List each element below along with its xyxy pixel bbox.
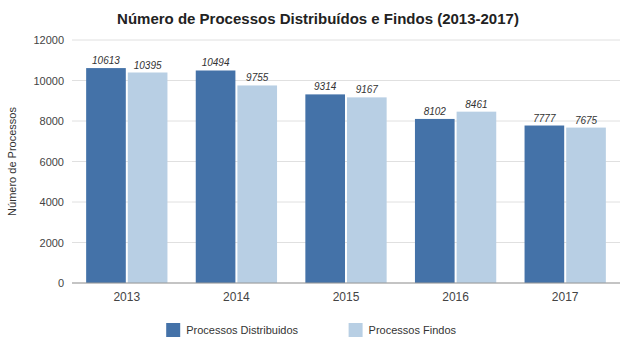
data-label: 7777 [533, 113, 556, 124]
chart-container: Número de Processos Distribuídos e Findo… [0, 0, 636, 355]
data-label: 9755 [246, 72, 269, 83]
bar [128, 73, 168, 283]
bar [237, 85, 277, 283]
data-label: 9314 [314, 81, 337, 92]
bar [196, 70, 236, 283]
y-tick-label: 4000 [40, 196, 64, 208]
y-tick-label: 8000 [40, 115, 64, 127]
data-label: 8102 [424, 106, 447, 117]
y-tick-label: 12000 [33, 34, 64, 46]
bar [86, 68, 126, 283]
grid [72, 40, 620, 283]
x-tick-label: 2014 [223, 290, 250, 304]
data-label: 8461 [465, 99, 487, 110]
data-label: 10494 [202, 57, 230, 68]
y-tick-label: 6000 [40, 156, 64, 168]
grid-line [72, 40, 620, 41]
x-axis-line [72, 283, 620, 284]
y-tick-label: 10000 [33, 75, 64, 87]
grid-line [72, 283, 620, 284]
bar [415, 119, 455, 283]
data-label: 9167 [356, 84, 379, 95]
legend-label: Processos Distribuidos [186, 324, 298, 336]
data-label: 10613 [92, 55, 120, 66]
x-tick-label: 2013 [113, 290, 140, 304]
data-labels: 10613 10494 9314 8102 7777 10395 9755 9167 8461 7… [92, 55, 598, 125]
bar [566, 128, 606, 283]
x-tick-label: 2016 [442, 290, 469, 304]
x-tick-label: 2015 [333, 290, 360, 304]
data-label: 10395 [134, 60, 162, 71]
y-tick-label: 2000 [40, 237, 64, 249]
legend-swatch [349, 323, 363, 337]
legend-label: Processos Findos [369, 324, 457, 336]
legend-swatch [166, 323, 180, 337]
bar [347, 97, 387, 283]
bar [457, 112, 497, 283]
bars [86, 68, 606, 283]
chart-svg: Número de Processos Distribuídos e Findo… [0, 0, 636, 355]
data-label: 7675 [575, 115, 598, 126]
y-axis-label: Número de Processos [6, 107, 18, 216]
y-tick-label: 0 [58, 277, 64, 289]
bar [305, 94, 345, 283]
x-tick-label: 2017 [552, 290, 579, 304]
title: Número de Processos Distribuídos e Findo… [117, 10, 519, 27]
legend: Processos Distribuidos Processos Findos [166, 323, 456, 337]
bar [525, 126, 565, 283]
